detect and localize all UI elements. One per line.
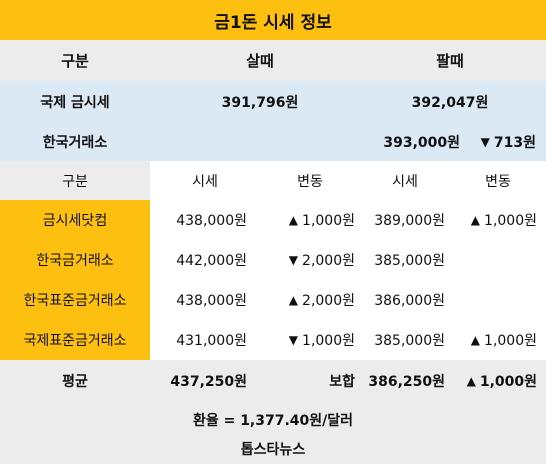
source-label: 톱스타뉴스 bbox=[240, 442, 306, 458]
row-sell-change bbox=[445, 280, 537, 320]
exchange-rate: 환율 = 1,377.40원/달러 bbox=[192, 413, 354, 429]
subheader-row: 구분 시세 변동 시세 변동 bbox=[0, 161, 546, 200]
subheader-sell-price: 시세 bbox=[392, 173, 418, 190]
row-sell: 385,000원 bbox=[374, 253, 445, 269]
row-sell-change bbox=[445, 240, 537, 280]
international-row: 국제 금시세 391,796원 392,047원 bbox=[0, 81, 546, 122]
up-triangle-icon: ▲ bbox=[466, 374, 476, 388]
average-row: 평균 437,250원 보합 386,250원 ▲ 1,000원 bbox=[0, 360, 546, 402]
row-buy-change-value: 2,000원 bbox=[302, 293, 355, 309]
row-buy-change-value: 1,000원 bbox=[302, 333, 355, 349]
row-buy: 442,000원 bbox=[176, 253, 247, 269]
row-buy: 438,000원 bbox=[176, 293, 247, 309]
average-sell: 386,250원 bbox=[368, 374, 445, 390]
down-triangle-icon: ▼ bbox=[288, 333, 299, 347]
international-label: 국제 금시세 bbox=[40, 94, 110, 111]
average-buy: 437,250원 bbox=[170, 374, 247, 390]
average-change-value: 1,000원 bbox=[479, 374, 537, 390]
krx-change: ▼ 713원 bbox=[460, 122, 536, 161]
footer: 환율 = 1,377.40원/달러 톱스타뉴스 bbox=[0, 402, 546, 464]
row-sell: 386,000원 bbox=[374, 293, 445, 309]
page-title: 금1돈 시세 정보 bbox=[214, 12, 332, 33]
row-sell: 389,000원 bbox=[374, 213, 445, 229]
up-triangle-icon: ▲ bbox=[470, 213, 481, 227]
header-category: 구분 bbox=[61, 52, 89, 70]
row-sell-change: ▲ 1,000원 bbox=[445, 320, 537, 360]
average-label: 평균 bbox=[62, 374, 88, 390]
header-sell: 팔때 bbox=[436, 52, 464, 70]
row-buy-change-value: 2,000원 bbox=[302, 253, 355, 269]
row-sell-change-value: 1,000원 bbox=[484, 213, 537, 229]
row-name: 국제표준금거래소 bbox=[0, 320, 150, 360]
row-name: 한국표준금거래소 bbox=[0, 280, 150, 320]
row-buy: 431,000원 bbox=[176, 333, 247, 349]
table-row: 한국금거래소 442,000원 ▼ 2,000원 385,000원 bbox=[0, 240, 546, 280]
header-row: 구분 살때 팔때 bbox=[0, 40, 546, 81]
row-buy-change: ▲ 1,000원 bbox=[247, 200, 355, 240]
subheader-buy-price: 시세 bbox=[192, 173, 218, 190]
up-triangle-icon: ▲ bbox=[288, 213, 299, 227]
row-sell-change: ▲ 1,000원 bbox=[445, 200, 537, 240]
row-sell: 385,000원 bbox=[374, 333, 445, 349]
krx-change-value: 713원 bbox=[493, 134, 536, 151]
table-row: 국제표준금거래소 431,000원 ▼ 1,000원 385,000원 ▲ 1,00… bbox=[0, 320, 546, 360]
subheader-category: 구분 bbox=[0, 161, 150, 200]
krx-sell: 393,000원 bbox=[383, 134, 460, 151]
up-triangle-icon: ▲ bbox=[470, 333, 481, 347]
header-buy: 살때 bbox=[246, 52, 274, 70]
row-buy-change: ▼ 2,000원 bbox=[247, 240, 355, 280]
international-buy: 391,796원 bbox=[221, 94, 299, 111]
krx-label: 한국거래소 bbox=[42, 134, 108, 151]
subheader-sell-change: 변동 bbox=[485, 173, 511, 190]
row-buy: 438,000원 bbox=[176, 213, 247, 229]
subheader-buy-change: 변동 bbox=[297, 173, 323, 190]
table-row: 금시세닷컴 438,000원 ▲ 1,000원 389,000원 ▲ 1,000원 bbox=[0, 200, 546, 240]
average-hold-label: 보합 bbox=[329, 374, 355, 390]
down-triangle-icon: ▼ bbox=[480, 134, 490, 149]
average-change: ▲ 1,000원 bbox=[445, 360, 537, 402]
international-sell: 392,047원 bbox=[411, 94, 489, 111]
up-triangle-icon: ▲ bbox=[288, 293, 299, 307]
row-sell-change-value: 1,000원 bbox=[484, 333, 537, 349]
table-row: 한국표준금거래소 438,000원 ▲ 2,000원 386,000원 bbox=[0, 280, 546, 320]
row-name: 금시세닷컴 bbox=[0, 200, 150, 240]
krx-row: 한국거래소 393,000원 ▼ 713원 bbox=[0, 122, 546, 161]
row-name: 한국금거래소 bbox=[0, 240, 150, 280]
down-triangle-icon: ▼ bbox=[288, 253, 299, 267]
row-buy-change: ▲ 2,000원 bbox=[247, 280, 355, 320]
row-buy-change: ▼ 1,000원 bbox=[247, 320, 355, 360]
title-bar: 금1돈 시세 정보 bbox=[0, 0, 546, 40]
row-buy-change-value: 1,000원 bbox=[302, 213, 355, 229]
